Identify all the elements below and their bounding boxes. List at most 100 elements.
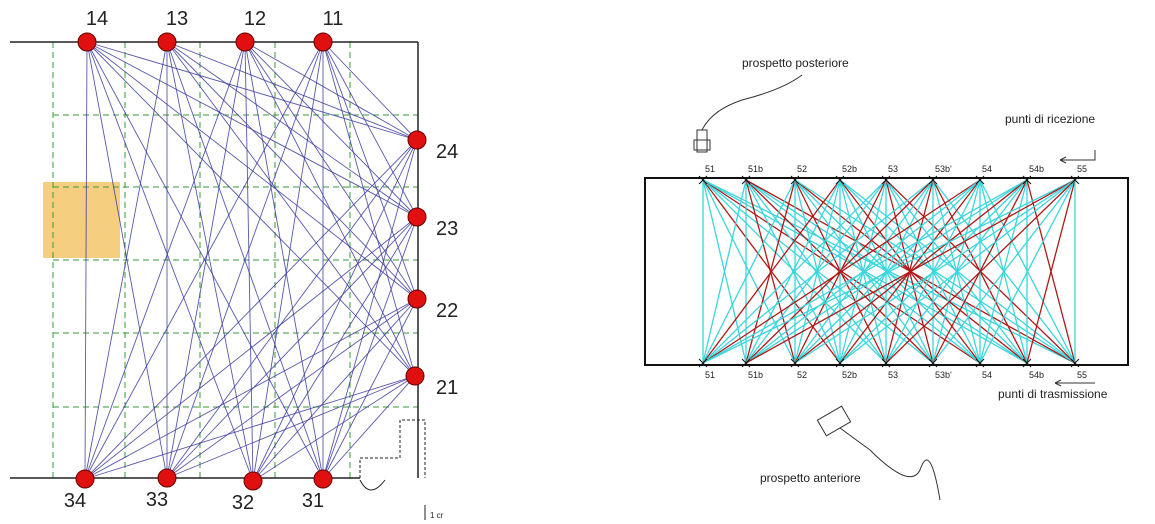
ray bbox=[322, 41, 416, 377]
point-mark bbox=[1022, 358, 1032, 368]
ray bbox=[84, 41, 246, 480]
ray bbox=[702, 179, 1076, 364]
ray bbox=[86, 41, 168, 479]
point-mark bbox=[881, 358, 891, 368]
ray bbox=[745, 179, 981, 364]
point-label: 55 bbox=[1077, 370, 1087, 380]
ray bbox=[86, 41, 324, 480]
ray bbox=[84, 41, 168, 480]
highlight-area bbox=[43, 182, 120, 258]
ray bbox=[86, 41, 254, 482]
ray bbox=[244, 41, 418, 300]
point-mark bbox=[790, 358, 800, 368]
ray bbox=[86, 41, 418, 300]
ray bbox=[244, 41, 254, 482]
point-mark bbox=[881, 175, 891, 185]
grid bbox=[52, 42, 418, 478]
ray bbox=[84, 216, 418, 480]
ray bbox=[839, 179, 1076, 364]
point-mark bbox=[790, 175, 800, 185]
node-label: 11 bbox=[323, 8, 344, 30]
ray bbox=[702, 179, 887, 364]
ray bbox=[745, 179, 1076, 364]
node-label: 32 bbox=[232, 492, 254, 514]
ray bbox=[84, 41, 324, 480]
ray bbox=[244, 41, 418, 141]
node bbox=[157, 32, 177, 52]
ray bbox=[166, 41, 416, 377]
node-label: 22 bbox=[436, 300, 458, 322]
ray bbox=[166, 41, 254, 482]
ray bbox=[322, 139, 418, 480]
point-label: 51b bbox=[748, 370, 763, 380]
node bbox=[235, 32, 255, 52]
point-label: 52b bbox=[842, 164, 857, 174]
ray bbox=[252, 139, 418, 482]
point-label: 52b bbox=[842, 370, 857, 380]
node-label: 34 bbox=[64, 490, 86, 512]
point-mark bbox=[1070, 358, 1080, 368]
point-label: 51b bbox=[748, 164, 763, 174]
scale-label: 1 cr bbox=[430, 511, 444, 520]
ray bbox=[86, 41, 416, 377]
ray bbox=[322, 41, 418, 218]
ray bbox=[166, 41, 418, 300]
node bbox=[407, 130, 427, 150]
ray bbox=[84, 298, 418, 480]
ray-lines bbox=[84, 41, 418, 482]
left-diagram: 14 13 12 11 24 23 22 21 34 33 32 31 1 cr bbox=[10, 8, 458, 520]
ray bbox=[885, 179, 1076, 364]
point-label: 53b' bbox=[935, 370, 952, 380]
point-label: 53b' bbox=[935, 164, 952, 174]
node-label: 21 bbox=[436, 377, 458, 399]
node bbox=[77, 32, 97, 52]
ray bbox=[702, 179, 981, 364]
ray bbox=[932, 179, 1076, 364]
ray bbox=[745, 179, 796, 364]
node bbox=[405, 366, 425, 386]
ray bbox=[166, 216, 418, 479]
ray bbox=[979, 179, 1076, 364]
point-label: 51 bbox=[705, 164, 715, 174]
point-label: 53 bbox=[888, 370, 898, 380]
ray bbox=[84, 41, 88, 480]
ray bbox=[745, 179, 887, 364]
point-label: 54 bbox=[982, 370, 992, 380]
point-mark bbox=[741, 358, 751, 368]
node bbox=[313, 469, 333, 489]
ray bbox=[252, 375, 416, 482]
point-label: 55 bbox=[1077, 164, 1087, 174]
node bbox=[313, 32, 333, 52]
point-mark bbox=[928, 358, 938, 368]
node-label: 33 bbox=[146, 489, 168, 511]
point-mark bbox=[1022, 175, 1032, 185]
nodes: 14 13 12 11 24 23 22 21 34 33 32 31 1 cr bbox=[64, 8, 458, 520]
label-reception: punti di ricezione bbox=[1005, 112, 1095, 126]
ray bbox=[166, 375, 416, 479]
ray bbox=[702, 179, 841, 364]
point-label: 54 bbox=[982, 164, 992, 174]
point-mark bbox=[835, 358, 845, 368]
node-label: 14 bbox=[86, 8, 108, 30]
ray bbox=[322, 216, 418, 480]
ray bbox=[839, 179, 1028, 364]
ray bbox=[86, 41, 418, 141]
ray bbox=[244, 41, 324, 480]
ray bbox=[252, 298, 418, 482]
ray bbox=[702, 179, 934, 364]
point-mark bbox=[975, 358, 985, 368]
node bbox=[75, 469, 95, 489]
node-label: 31 bbox=[302, 490, 324, 512]
point-mark bbox=[975, 175, 985, 185]
point-label: 52 bbox=[797, 164, 807, 174]
label-anterior: prospetto anteriore bbox=[760, 471, 861, 485]
outline bbox=[10, 41, 426, 520]
ray bbox=[166, 139, 418, 479]
ray bbox=[166, 41, 418, 141]
label-transmission: punti di trasmissione bbox=[998, 387, 1108, 401]
ray bbox=[702, 179, 1028, 364]
node bbox=[407, 289, 427, 309]
point-label: 54b bbox=[1029, 370, 1044, 380]
point-mark bbox=[835, 175, 845, 185]
point-mark bbox=[741, 175, 751, 185]
